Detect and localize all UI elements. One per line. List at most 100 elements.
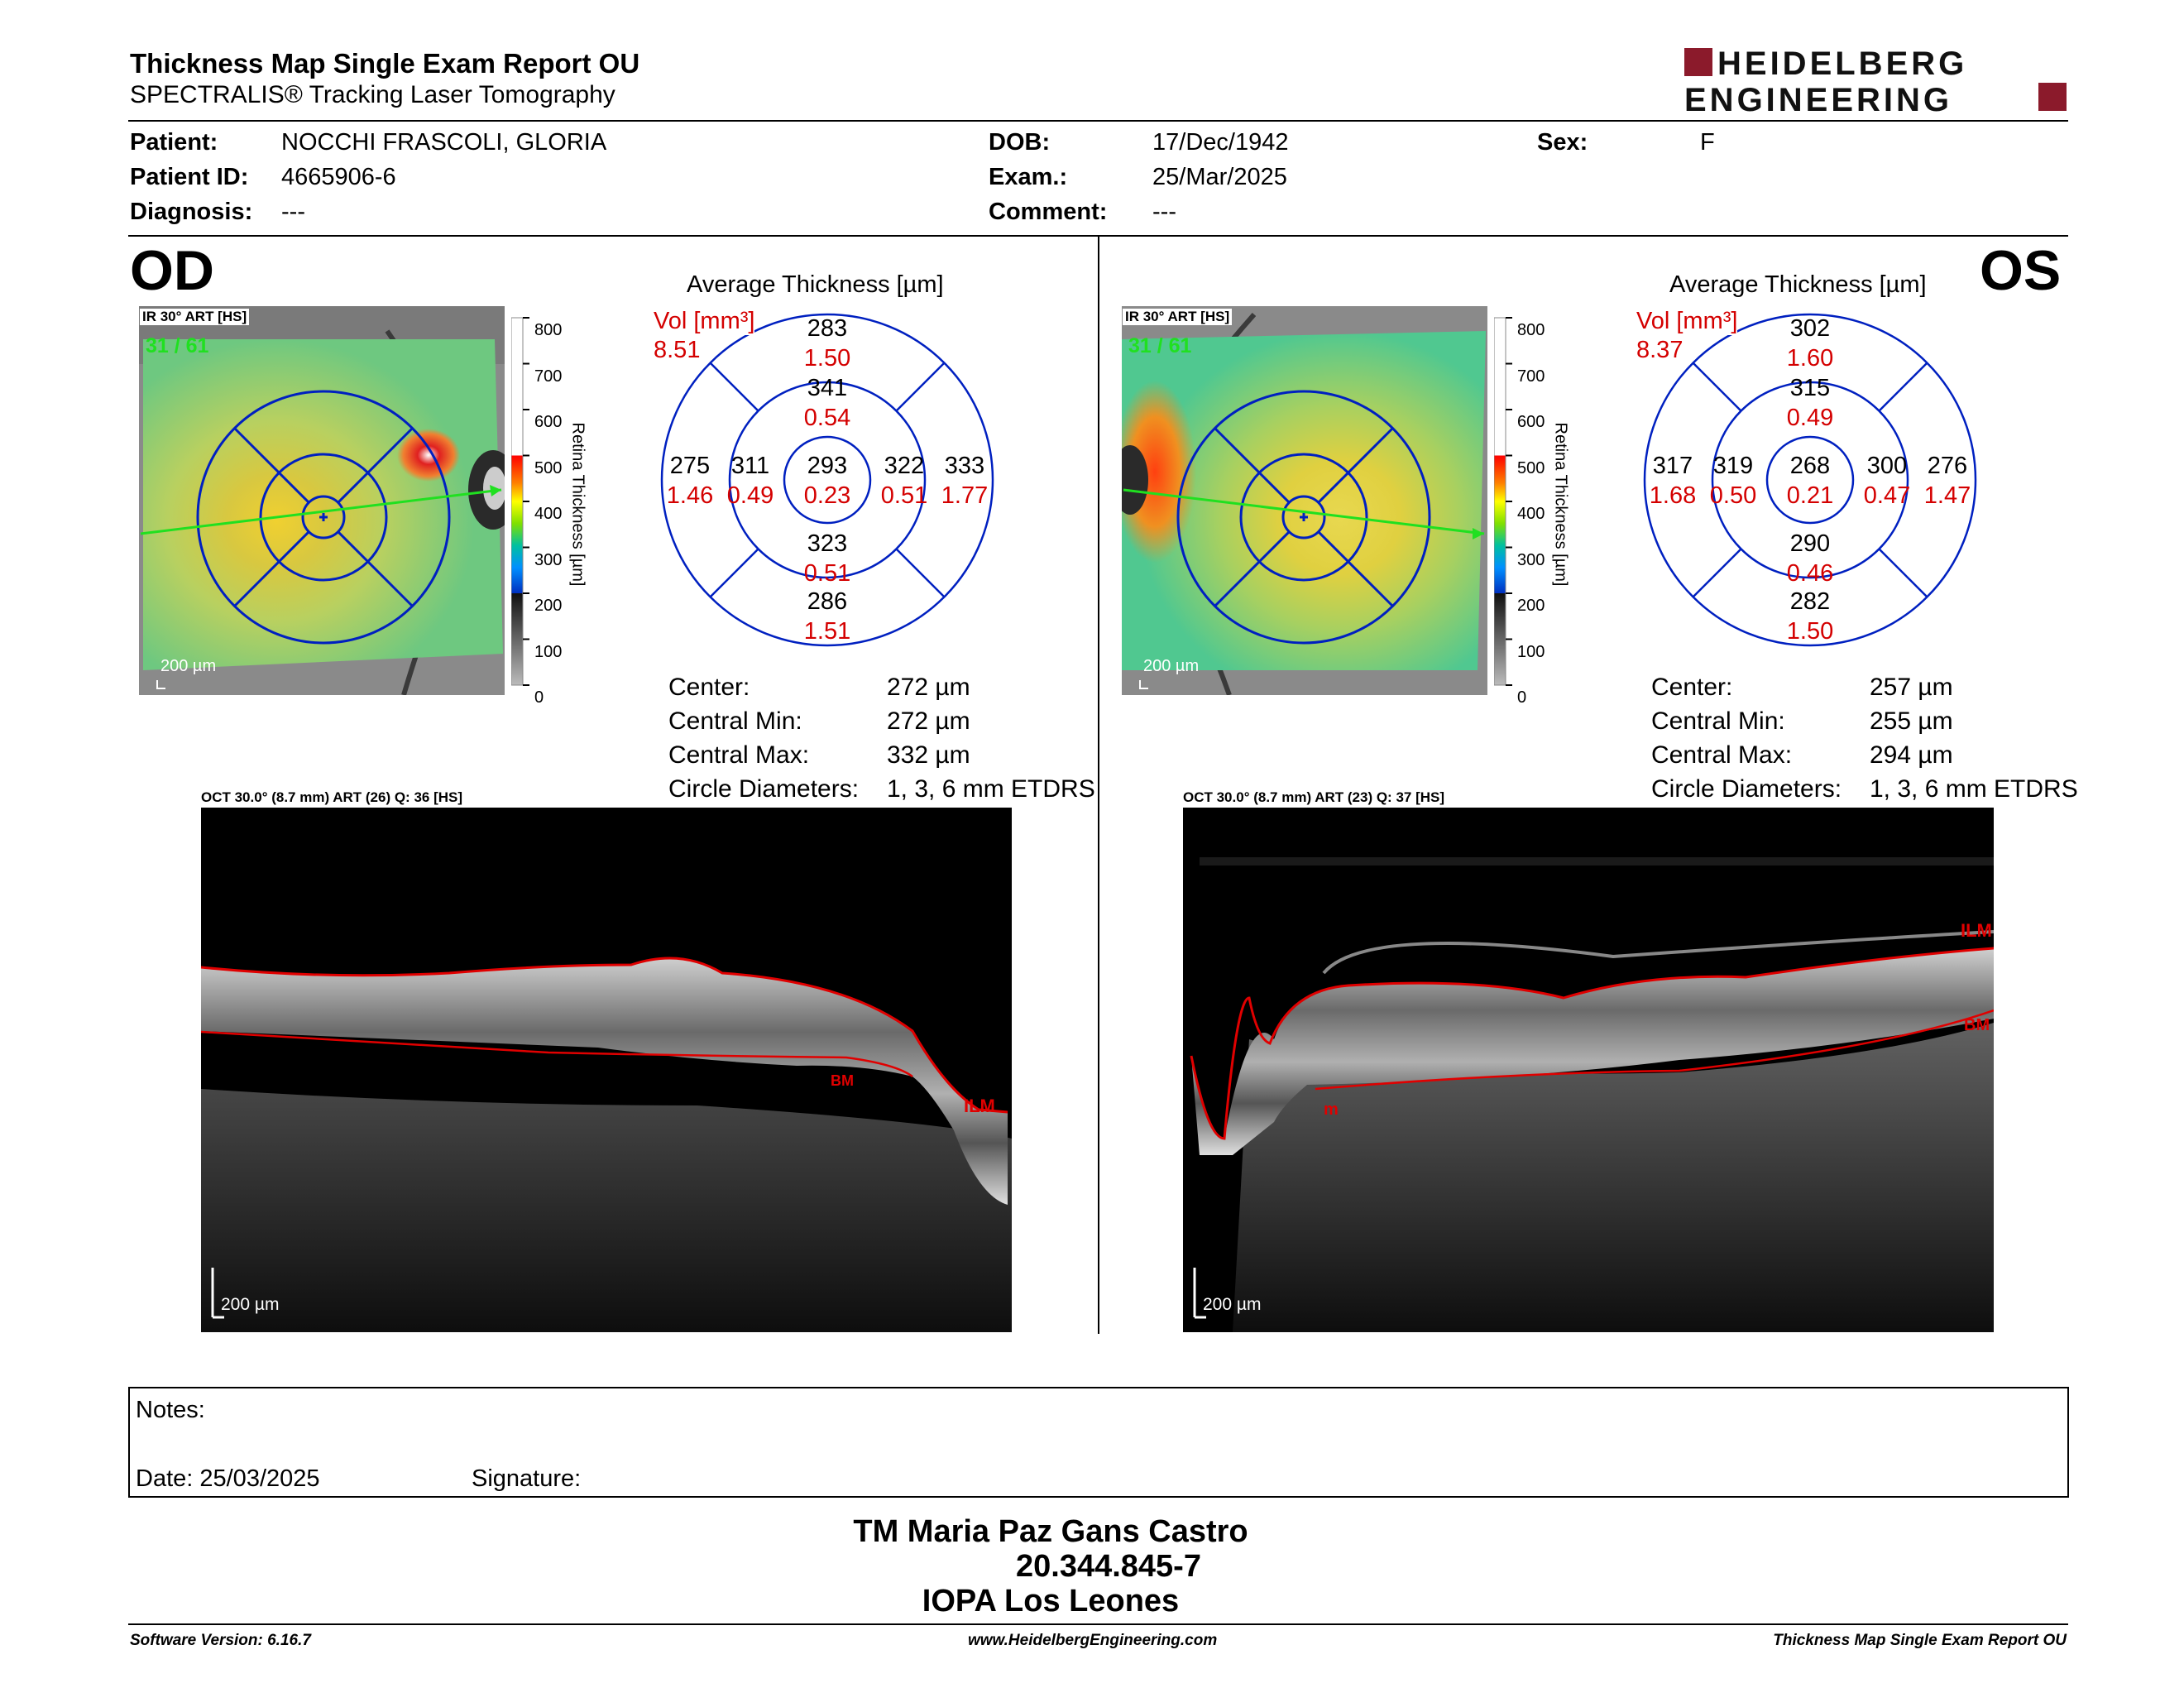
os-colorbar-tick: 500 [1517, 458, 1545, 477]
od-oct-bscan [200, 808, 1012, 1332]
website-link[interactable]: www.HeidelbergEngineering.com [968, 1632, 1218, 1649]
os-colorbar [1493, 306, 1577, 703]
os-inner-sup-thickness: 315 [1790, 375, 1830, 401]
od-stat-value: 1, 3, 6 mm ETDRS [887, 775, 1095, 803]
os-stat-value: 257 µm [1870, 674, 1953, 701]
od-stat-value: 272 µm [887, 707, 970, 735]
os-center-volume: 0.21 [1787, 482, 1833, 509]
os-frame-count: 31 / 61 [1128, 334, 1192, 357]
os-inner-sup-volume: 0.49 [1787, 405, 1833, 431]
signature-label: Signature: [472, 1465, 582, 1492]
od-inner-right-thickness: 322 [884, 453, 924, 479]
os-colorbar-tick: 600 [1517, 413, 1545, 431]
os-colorbar-tick: 300 [1517, 550, 1545, 569]
os-colorbar-tick: 0 [1517, 688, 1527, 707]
os-oct-label: OCT 30.0° (8.7 mm) ART (23) Q: 37 [HS] [1183, 789, 1445, 805]
os-stats-values: 257 µm 255 µm 294 µm 1, 3, 6 mm ETDRS [1870, 670, 2078, 806]
eye-label-os: OS [1980, 239, 2062, 302]
os-inner-right-volume: 0.47 [1864, 482, 1910, 509]
exam-value: 25/Mar/2025 [1152, 164, 1287, 190]
os-outer-right-volume: 1.47 [1924, 482, 1971, 509]
os-avg-thickness-title: Average Thickness [µm] [1669, 271, 1927, 298]
od-colorbar [510, 306, 594, 703]
od-outer-right-thickness: 333 [945, 453, 984, 479]
os-map-scale: 200 µm [1143, 657, 1200, 675]
od-stats-values: 272 µm 272 µm 332 µm 1, 3, 6 mm ETDRS [887, 670, 1095, 806]
od-inner-left-volume: 0.49 [727, 482, 774, 509]
os-oct-bscan [1183, 808, 1995, 1332]
os-stat-value: 1, 3, 6 mm ETDRS [1870, 775, 2078, 803]
heidelberg-logo: HEIDELBERG ENGINEERING [1684, 45, 2067, 118]
od-colorbar-tick: 200 [534, 597, 563, 615]
os-stat-label: Center: [1651, 674, 1733, 701]
dob-value: 17/Dec/1942 [1152, 129, 1289, 156]
signature-name: TM Maria Paz Gans Castro [853, 1514, 1248, 1549]
od-inner-inf-volume: 0.51 [804, 560, 850, 587]
od-stat-label: Center: [668, 674, 750, 701]
os-stat-value: 255 µm [1870, 707, 1953, 735]
od-inner-sup-volume: 0.54 [804, 405, 850, 431]
od-etdrs-grid: 283 1.50 341 0.54 293 0.23 323 0.51 286 … [654, 306, 1001, 654]
dob-label: DOB: [989, 129, 1051, 156]
os-outer-inf-volume: 1.50 [1787, 618, 1833, 645]
sex-label: Sex: [1537, 129, 1588, 156]
od-vol-total: 8.51 [654, 337, 701, 363]
od-outer-left-thickness: 275 [670, 453, 710, 479]
os-ilm-label: ILM [1961, 920, 1992, 941]
os-colorbar-tick: 200 [1517, 597, 1545, 615]
os-inner-right-thickness: 300 [1867, 453, 1907, 479]
od-colorbar-tick: 400 [534, 505, 563, 523]
os-inner-left-volume: 0.50 [1710, 482, 1756, 509]
os-center-thickness: 268 [1790, 453, 1830, 479]
os-colorbar-ticks: 800 700 600 500 400 300 200 100 0 [1517, 308, 1545, 722]
od-stat-label: Central Min: [668, 707, 802, 735]
logo-text-engineering: ENGINEERING [1684, 82, 1952, 114]
od-colorbar-tick: 500 [534, 458, 563, 477]
od-outer-sup-volume: 1.50 [804, 345, 850, 372]
patient-id-label: Patient ID: [130, 164, 249, 190]
os-colorbar-tick: 400 [1517, 505, 1545, 523]
os-stats-labels: Center: Central Min: Central Max: Circle… [1651, 670, 1842, 806]
report-title: Thickness Map Single Exam Report OU [130, 48, 640, 79]
od-inner-right-volume: 0.51 [881, 482, 927, 509]
od-oct-label: OCT 30.0° (8.7 mm) ART (26) Q: 36 [HS] [201, 789, 463, 805]
signature-rut: 20.344.845-7 [1016, 1549, 1201, 1584]
od-bm-label: BM [831, 1072, 854, 1089]
od-center-thickness: 293 [807, 453, 847, 479]
eye-divider [1098, 237, 1099, 1334]
os-outer-left-thickness: 317 [1653, 453, 1693, 479]
patient-name: NOCCHI FRASCOLI, GLORIA [281, 129, 607, 156]
od-outer-right-volume: 1.77 [941, 482, 988, 509]
od-colorbar-title: Retina Thickness [µm] [568, 422, 587, 587]
os-stat-label: Circle Diameters: [1651, 775, 1842, 803]
os-vol-total: 8.37 [1636, 337, 1684, 363]
notes-box [128, 1387, 2069, 1498]
notes-date: Date: 25/03/2025 [136, 1465, 320, 1492]
os-outer-sup-volume: 1.60 [1787, 345, 1833, 372]
od-stat-value: 332 µm [887, 741, 970, 769]
os-oct-scale: 200 µm [1203, 1295, 1262, 1314]
patient-id: 4665906-6 [281, 164, 396, 190]
os-outer-inf-thickness: 282 [1790, 588, 1830, 615]
exam-label: Exam.: [989, 164, 1068, 190]
diagnosis-label: Diagnosis: [130, 199, 253, 225]
sex-value: F [1700, 129, 1715, 156]
od-colorbar-tick: 100 [534, 642, 563, 661]
od-outer-left-volume: 1.46 [667, 482, 713, 509]
logo-text-heidelberg: HEIDELBERG [1717, 46, 1967, 82]
od-vol-label: Vol [mm³] [654, 308, 755, 335]
od-stat-label: Circle Diameters: [668, 775, 860, 803]
footer-report-name: Thickness Map Single Exam Report OU [1773, 1632, 2067, 1649]
od-colorbar-tick: 700 [534, 367, 563, 386]
os-colorbar-title: Retina Thickness [µm] [1551, 422, 1570, 587]
signature-clinic: IOPA Los Leones [922, 1584, 1180, 1618]
od-stat-label: Central Max: [668, 741, 810, 769]
os-stat-value: 294 µm [1870, 741, 1953, 769]
od-oct-scale: 200 µm [221, 1295, 280, 1314]
notes-label: Notes: [136, 1397, 205, 1423]
od-stat-value: 272 µm [887, 674, 970, 701]
os-bm-label: BM [1964, 1016, 1990, 1034]
od-ir-label: IR 30° ART [HS] [140, 309, 250, 325]
od-colorbar-ticks: 800 700 600 500 400 300 200 100 0 [534, 308, 562, 722]
diagnosis-value: --- [281, 199, 305, 225]
